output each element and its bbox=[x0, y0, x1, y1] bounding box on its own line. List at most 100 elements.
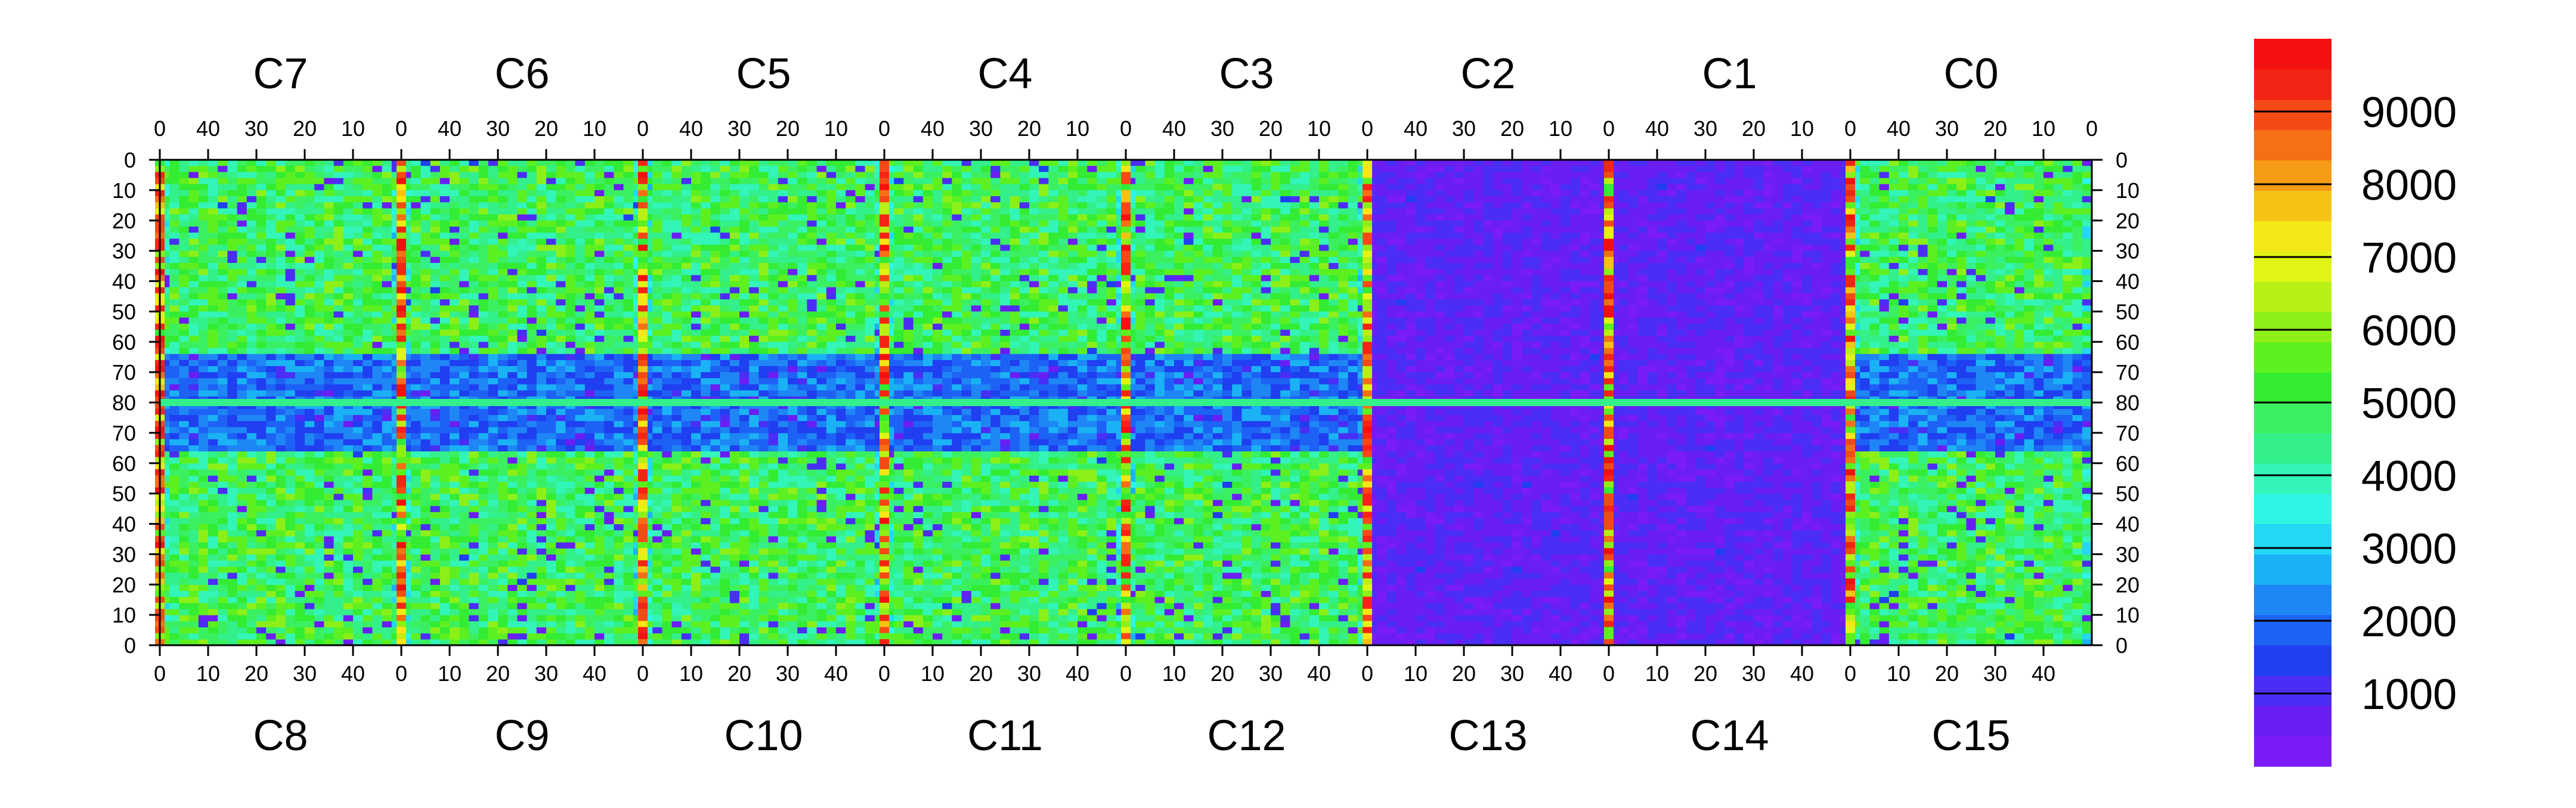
heatmap-cell bbox=[198, 457, 209, 464]
heatmap-cell bbox=[643, 269, 653, 275]
heatmap-cell bbox=[305, 475, 315, 482]
heatmap-cell bbox=[420, 475, 431, 482]
heatmap-cell bbox=[671, 208, 682, 215]
heatmap-cell bbox=[507, 560, 518, 567]
heatmap-cell bbox=[604, 184, 614, 191]
heatmap-cell bbox=[797, 384, 807, 391]
heatmap-cell bbox=[246, 481, 257, 488]
heatmap-cell bbox=[565, 190, 576, 197]
heatmap-cell bbox=[266, 390, 276, 397]
heatmap-cell bbox=[546, 633, 556, 640]
heatmap-cell bbox=[256, 384, 267, 391]
heatmap-cell bbox=[816, 208, 827, 215]
heatmap-cell bbox=[584, 554, 595, 561]
heatmap-cell bbox=[382, 590, 392, 598]
heatmap-cell bbox=[546, 590, 556, 598]
heatmap-cell bbox=[227, 596, 238, 603]
heatmap-cell bbox=[295, 426, 305, 434]
heatmap-cell bbox=[218, 548, 228, 555]
heatmap-cell bbox=[536, 560, 547, 567]
heatmap-cell bbox=[758, 336, 769, 342]
heatmap-cell bbox=[565, 518, 576, 525]
heatmap-cell bbox=[169, 499, 179, 506]
heatmap-cell bbox=[382, 627, 392, 634]
heatmap-cell bbox=[188, 244, 199, 252]
heatmap-cell bbox=[488, 566, 499, 573]
heatmap-cell bbox=[536, 439, 547, 445]
heatmap-cell bbox=[565, 524, 576, 531]
heatmap-cell bbox=[623, 208, 634, 215]
heatmap-cell bbox=[372, 621, 383, 628]
heatmap-cell bbox=[285, 615, 296, 621]
heatmap-cell bbox=[420, 366, 431, 373]
heatmap-cell bbox=[227, 524, 238, 531]
heatmap-cell bbox=[372, 293, 383, 300]
heatmap-cell bbox=[623, 178, 634, 185]
heatmap-cell bbox=[343, 469, 354, 476]
heatmap-cell bbox=[556, 190, 566, 197]
heatmap-cell bbox=[478, 348, 489, 355]
heatmap-cell bbox=[507, 627, 518, 634]
heatmap-cell bbox=[517, 220, 528, 227]
heatmap-cell bbox=[256, 420, 267, 428]
heatmap-cell bbox=[816, 190, 827, 197]
heatmap-cell bbox=[218, 530, 228, 537]
heatmap-cell bbox=[179, 287, 190, 294]
heatmap-cell bbox=[343, 208, 354, 215]
heatmap-cell bbox=[584, 250, 595, 258]
heatmap-cell bbox=[498, 487, 508, 494]
heatmap-cell bbox=[816, 342, 827, 349]
heatmap-cell bbox=[305, 256, 315, 264]
heatmap-cell bbox=[188, 590, 199, 598]
heatmap-cell bbox=[575, 535, 586, 543]
heatmap-cell bbox=[450, 196, 460, 203]
heatmap-cell bbox=[681, 196, 692, 203]
heatmap-cell bbox=[575, 439, 586, 445]
heatmap-cell bbox=[188, 451, 199, 458]
heatmap-cell bbox=[595, 615, 605, 621]
heatmap-cell bbox=[565, 566, 576, 573]
heatmap-cell bbox=[372, 463, 383, 470]
heatmap-cell bbox=[450, 390, 460, 397]
heatmap-cell bbox=[778, 160, 788, 166]
heatmap-cell bbox=[556, 202, 566, 209]
heatmap-cell bbox=[816, 256, 827, 264]
heatmap-cell bbox=[208, 596, 218, 603]
heatmap-cell bbox=[450, 226, 460, 233]
heatmap-cell bbox=[584, 190, 595, 197]
heatmap-cell bbox=[237, 602, 247, 609]
heatmap-cell bbox=[701, 208, 711, 215]
heatmap-cell bbox=[169, 426, 179, 434]
heatmap-cell bbox=[198, 518, 209, 525]
heatmap-cell bbox=[595, 426, 605, 434]
heatmap-cell bbox=[160, 269, 170, 275]
heatmap-cell bbox=[353, 354, 363, 361]
heatmap-cell bbox=[478, 311, 489, 318]
heatmap-cell bbox=[179, 566, 190, 573]
heatmap-cell bbox=[517, 208, 528, 215]
heatmap-cell bbox=[333, 578, 344, 585]
heatmap-cell bbox=[478, 172, 489, 179]
heatmap-cell bbox=[517, 499, 528, 506]
heatmap-cell bbox=[324, 602, 335, 609]
heatmap-cell bbox=[246, 378, 257, 385]
heatmap-cell bbox=[179, 475, 190, 482]
heatmap-cell bbox=[439, 172, 450, 179]
heatmap-cell bbox=[208, 190, 218, 197]
heatmap-cell bbox=[160, 439, 170, 445]
heatmap-cell bbox=[527, 414, 537, 422]
heatmap-cell bbox=[397, 293, 406, 300]
heatmap-cell bbox=[314, 499, 324, 506]
heatmap-cell bbox=[575, 311, 586, 318]
heatmap-cell bbox=[565, 336, 576, 342]
heatmap-cell bbox=[778, 329, 788, 336]
heatmap-cell bbox=[439, 323, 450, 330]
heatmap-cell bbox=[372, 542, 383, 549]
heatmap-cell bbox=[397, 360, 406, 367]
heatmap-cell bbox=[179, 178, 190, 185]
heatmap-cell bbox=[498, 384, 508, 391]
heatmap-cell bbox=[266, 287, 276, 294]
heatmap-cell bbox=[420, 566, 431, 573]
heatmap-cell bbox=[285, 293, 296, 300]
heatmap-cell bbox=[469, 590, 479, 598]
